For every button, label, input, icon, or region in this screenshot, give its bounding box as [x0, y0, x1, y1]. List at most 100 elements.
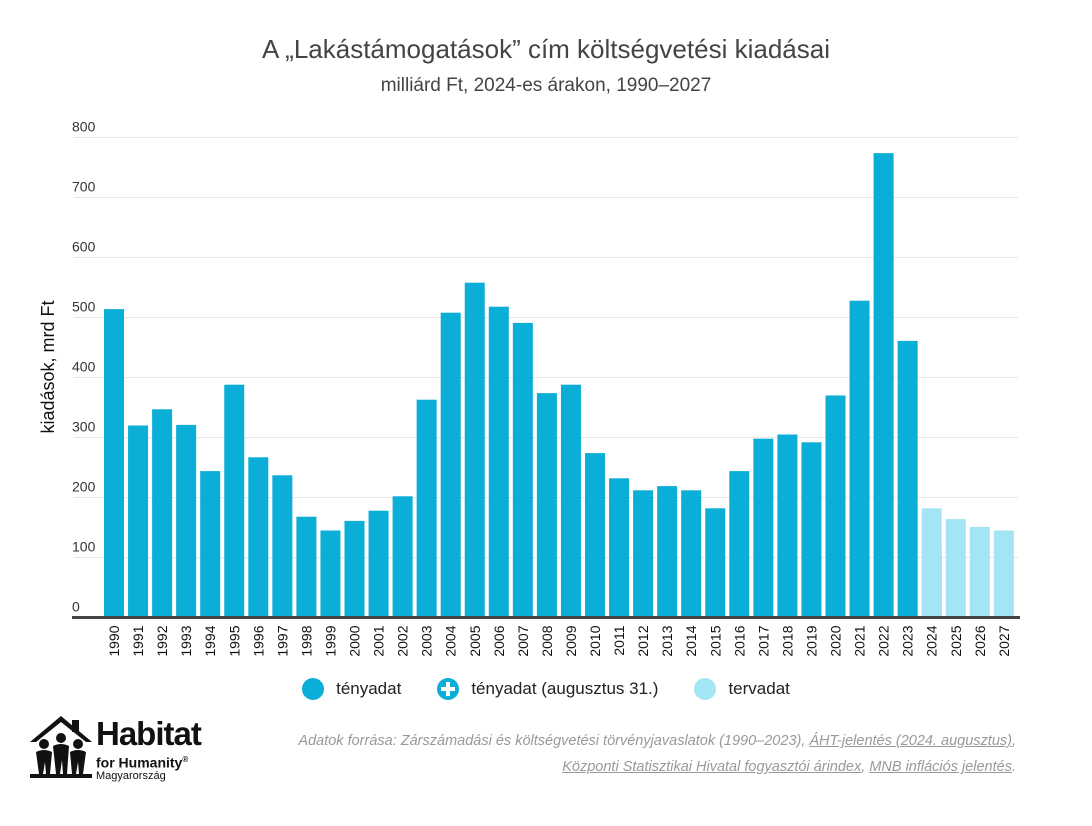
- data-source-note: Adatok forrása: Zárszámadási és költségv…: [298, 728, 1016, 780]
- x-tick-label: 1992: [154, 625, 170, 656]
- source-line-2: Központi Statisztikai Hivatal fogyasztói…: [298, 754, 1016, 780]
- x-tick-label: 2022: [876, 625, 892, 656]
- source-line-1: Adatok forrása: Zárszámadási és költségv…: [298, 728, 1016, 754]
- house-people-icon: [30, 716, 92, 778]
- y-tick-label: 800: [72, 119, 96, 135]
- x-tick-label: 2014: [683, 625, 699, 656]
- x-tick-label: 2012: [635, 625, 651, 656]
- source-link-mnb[interactable]: MNB inflációs jelentés: [869, 759, 1012, 775]
- bar-actual-2002: [392, 496, 413, 618]
- bar-plan-2024: [921, 508, 942, 618]
- bar-plan-2025: [945, 519, 966, 618]
- x-tick-label: 2021: [852, 625, 868, 656]
- legend-item-actual: tényadat: [302, 678, 401, 700]
- bar-actual-1991: [128, 425, 149, 618]
- x-tick-label: 1993: [178, 625, 194, 656]
- y-tick-label: 0: [72, 599, 80, 615]
- source-text: ,: [861, 759, 870, 775]
- x-tick-label: 2001: [371, 625, 387, 656]
- y-tick-label: 200: [72, 479, 96, 495]
- y-tick-label: 500: [72, 299, 96, 315]
- habitat-logo: Habitat for Humanity® Magyarország: [28, 714, 202, 794]
- x-tick-label: 2005: [467, 625, 483, 656]
- y-tick-label: 600: [72, 239, 96, 255]
- x-tick-label: 2007: [515, 625, 531, 656]
- y-tick-label: 700: [72, 179, 96, 195]
- bar-actual-2017: [753, 438, 774, 618]
- x-tick-label: 1990: [106, 625, 122, 656]
- source-text: .: [1011, 759, 1016, 775]
- bar-actual-2019: [801, 442, 822, 618]
- x-tick-label: 2013: [659, 625, 675, 656]
- logo-sub-text: for Humanity: [96, 754, 183, 771]
- bar-actual-2005: [464, 282, 485, 618]
- bar-actual-2000: [344, 520, 365, 618]
- x-tick-label: 2006: [491, 625, 507, 656]
- legend-label: tényadat (augusztus 31.): [471, 679, 659, 698]
- source-link-aht[interactable]: ÁHT-jelentés (2024. augusztus): [809, 733, 1012, 749]
- x-tick-label: 2004: [443, 625, 459, 656]
- x-tick-label: 2027: [996, 625, 1012, 656]
- bars: [104, 153, 1014, 618]
- bar-actual-2004: [440, 312, 461, 618]
- light-circle-icon: [694, 678, 717, 700]
- y-axis-ticks: 0 100 200 300 400 500 600 700 800: [72, 119, 96, 615]
- y-axis-label: kiadások, mrd Ft: [38, 300, 58, 433]
- x-tick-label: 2018: [779, 625, 795, 656]
- bar-actual-1995: [224, 384, 245, 618]
- x-tick-label: 2010: [587, 625, 603, 656]
- x-tick-label: 1998: [298, 625, 314, 656]
- bar-actual-2006: [488, 306, 509, 618]
- x-tick-label: 2025: [948, 625, 964, 656]
- x-tick-label: 2009: [563, 625, 579, 656]
- x-tick-label: 2016: [731, 625, 747, 656]
- bar-actual-2001: [368, 510, 389, 618]
- source-text: Adatok forrása: Zárszámadási és költségv…: [298, 733, 810, 749]
- bar-actual-2020: [825, 395, 846, 618]
- source-text: ,: [1011, 733, 1016, 749]
- bar-actual-2016: [729, 471, 750, 618]
- bar-actual-2014: [681, 490, 702, 618]
- bar-actual-2009: [560, 384, 581, 618]
- legend-item-partial: tényadat (augusztus 31.): [437, 678, 658, 700]
- x-tick-label: 2017: [755, 625, 771, 656]
- x-tick-label: 2020: [828, 625, 844, 656]
- bar-plan-2026: [969, 526, 990, 618]
- x-tick-label: 1994: [202, 625, 218, 656]
- legend: tényadat tényadat (augusztus 31.) tervad…: [0, 678, 1092, 700]
- bar-actual-1996: [248, 457, 269, 618]
- logo-subtitle: for Humanity®: [96, 752, 188, 771]
- x-axis-ticks: 1990 1991 1992 1993 1994 1995 1996 1997 1998 1999…: [106, 625, 1012, 656]
- filled-circle-icon: [302, 678, 325, 700]
- legend-label: tervadat: [728, 679, 790, 698]
- x-tick-label: 1995: [226, 625, 242, 656]
- bar-actual-2010: [585, 453, 605, 618]
- circle-with-cross-icon: [437, 678, 460, 700]
- bar-actual-1999: [320, 530, 341, 618]
- x-tick-label: 2019: [803, 625, 819, 656]
- x-tick-label: 2000: [347, 625, 363, 656]
- x-tick-label: 2024: [924, 625, 940, 656]
- bar-actual-2012: [633, 490, 654, 618]
- y-tick-label: 400: [72, 359, 96, 375]
- bar-actual-2007: [512, 322, 533, 618]
- bar-actual-2018: [777, 434, 798, 618]
- chart-subtitle: milliárd Ft, 2024-es árakon, 1990–2027: [380, 75, 712, 96]
- bar-actual-1997: [272, 475, 293, 618]
- source-link-ksh[interactable]: Központi Statisztikai Hivatal fogyasztói…: [562, 759, 862, 775]
- x-tick-label: 1999: [322, 625, 338, 656]
- x-tick-label: 2023: [900, 625, 916, 656]
- bar-actual-1990: [104, 309, 124, 618]
- bar-actual-2022: [873, 153, 894, 618]
- x-tick-label: 2003: [419, 625, 435, 656]
- legend-label: tényadat: [336, 679, 402, 698]
- bar-actual-1994: [200, 471, 221, 618]
- bar-actual-2021: [849, 300, 870, 618]
- bar-actual-1993: [176, 424, 197, 618]
- logo-country: Magyarország: [96, 770, 166, 782]
- bar-actual-2013: [657, 486, 678, 618]
- bar-actual-2003: [416, 399, 437, 618]
- bar-actual-1992: [152, 409, 173, 618]
- bar-actual-2011: [609, 478, 630, 618]
